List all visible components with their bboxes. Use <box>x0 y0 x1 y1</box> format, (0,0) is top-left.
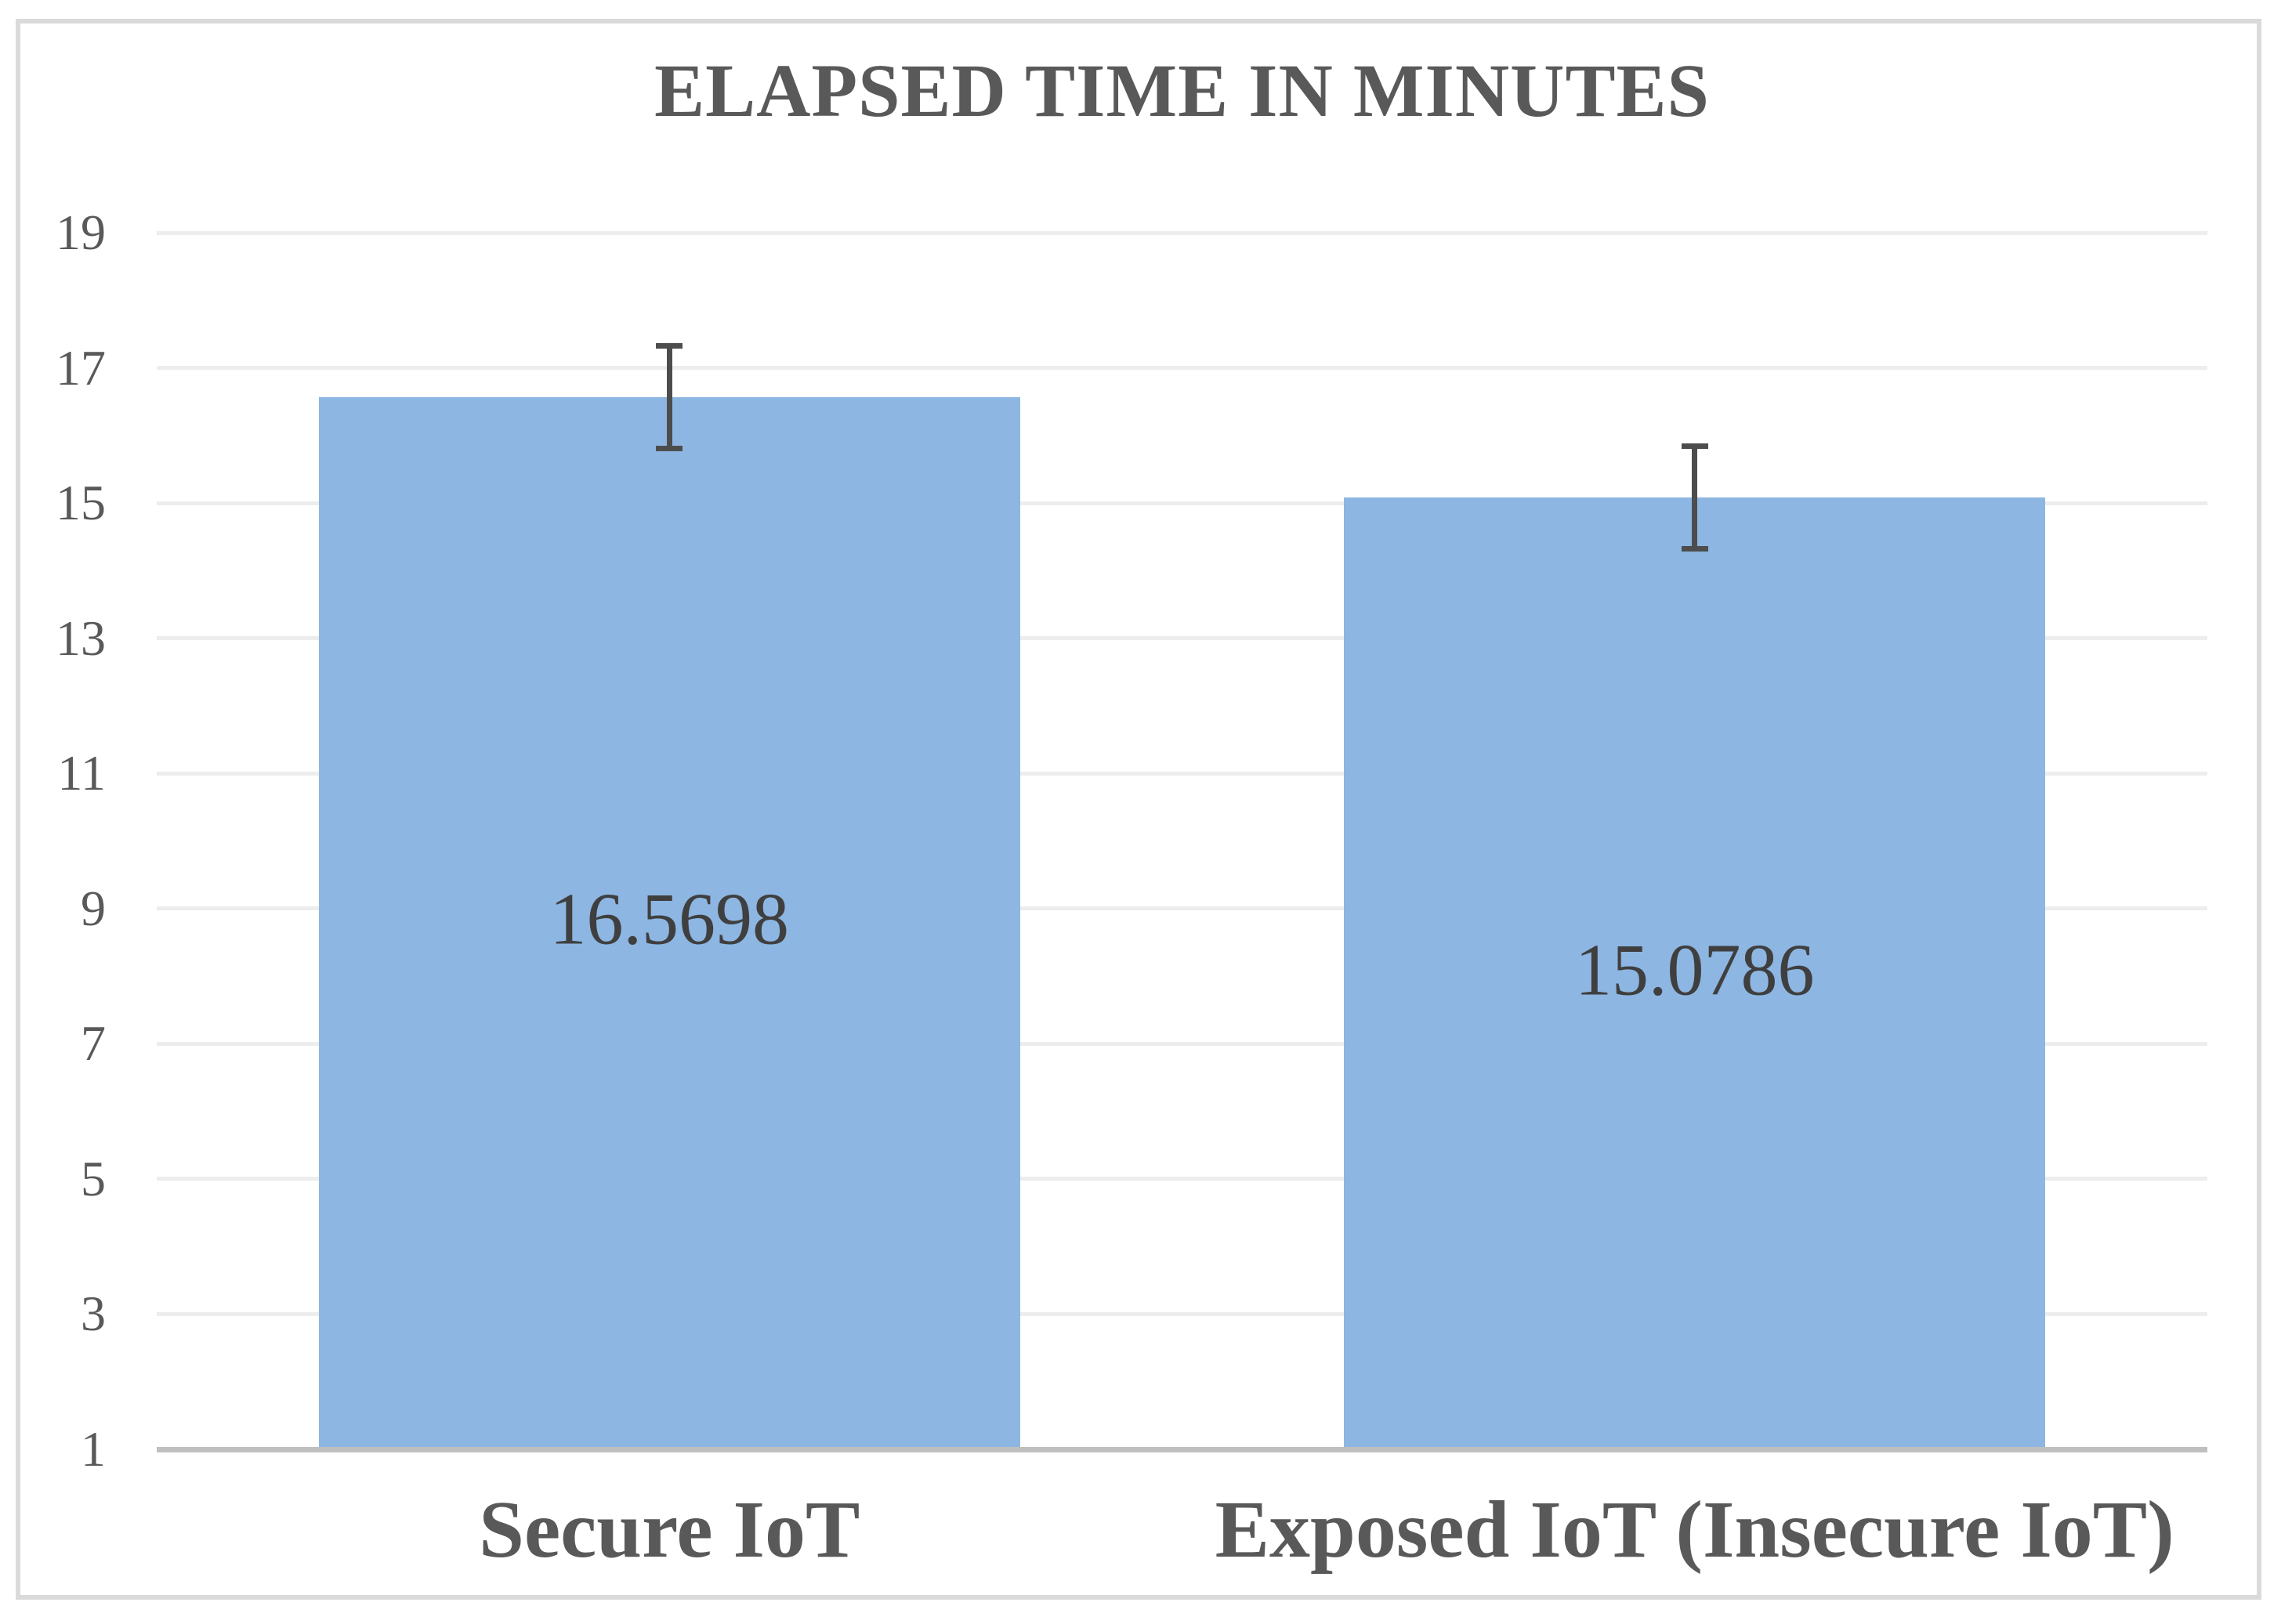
gridline <box>157 771 2207 776</box>
y-tick-label: 15 <box>56 475 106 531</box>
error-bar <box>666 345 672 449</box>
gridline <box>157 501 2207 505</box>
plot-area: 16.5698 15.0786 <box>157 230 2207 1452</box>
gridline <box>157 1311 2207 1316</box>
gridline <box>157 1041 2207 1046</box>
x-axis-line <box>157 1446 2207 1452</box>
bar-data-label: 16.5698 <box>549 879 789 961</box>
gridline <box>157 1177 2207 1181</box>
y-tick-label: 11 <box>57 745 106 801</box>
y-tick-label: 17 <box>56 339 106 396</box>
y-tick-label: 13 <box>56 609 106 666</box>
y-tick-label: 1 <box>81 1421 106 1477</box>
y-tick-label: 9 <box>81 880 106 936</box>
gridline <box>157 906 2207 911</box>
y-tick-label: 7 <box>81 1015 106 1072</box>
x-axis-labels: Secure IoT Exposed IoT (Insecure IoT) <box>157 1483 2207 1593</box>
gridline <box>157 366 2207 371</box>
bar-data-label: 15.0786 <box>1574 929 1815 1011</box>
error-bar <box>1692 446 1698 549</box>
chart-title: ELAPSED TIME IN MINUTES <box>654 49 1710 132</box>
y-tick-label: 3 <box>81 1286 106 1342</box>
y-tick-label: 19 <box>56 204 106 260</box>
error-bar-cap <box>656 445 683 451</box>
category-label: Secure IoT <box>479 1485 860 1575</box>
bar: 16.5698 <box>318 396 1020 1449</box>
error-bar-cap <box>1681 546 1708 552</box>
bar: 15.0786 <box>1344 497 2046 1449</box>
gridline <box>157 230 2207 235</box>
category-label: Exposed IoT (Insecure IoT) <box>1215 1485 2174 1575</box>
gridline <box>157 636 2207 641</box>
y-axis-ticks: 19 17 15 13 11 9 7 5 3 1 <box>0 204 106 1477</box>
error-bar-cap <box>1681 443 1708 450</box>
error-bar-cap <box>656 342 683 349</box>
y-tick-label: 5 <box>81 1150 106 1206</box>
